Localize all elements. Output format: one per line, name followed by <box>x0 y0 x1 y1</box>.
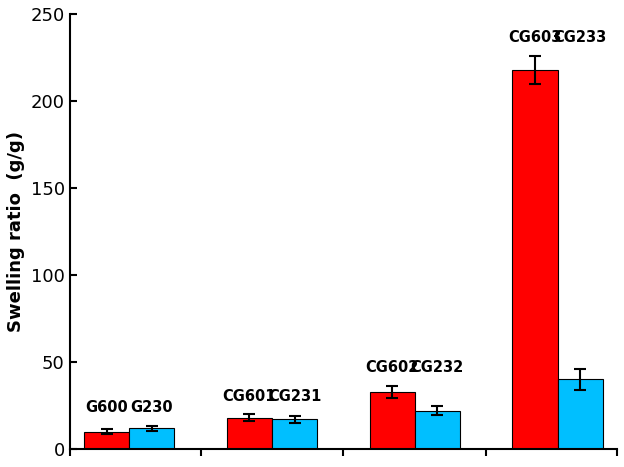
Bar <box>84 432 129 449</box>
Bar <box>415 411 460 449</box>
Bar <box>558 380 603 449</box>
Bar <box>129 428 174 449</box>
Text: CG601: CG601 <box>223 389 276 404</box>
Bar <box>512 70 558 449</box>
Bar <box>369 392 415 449</box>
Text: G230: G230 <box>130 400 173 415</box>
Text: CG233: CG233 <box>553 30 607 45</box>
Bar <box>272 419 317 449</box>
Text: CG231: CG231 <box>268 389 321 404</box>
Text: CG232: CG232 <box>411 360 464 375</box>
Bar <box>227 417 272 449</box>
Text: CG602: CG602 <box>366 360 419 375</box>
Text: CG603: CG603 <box>509 30 562 45</box>
Text: G600: G600 <box>85 400 128 415</box>
Y-axis label: Swelling ratio  (g/g): Swelling ratio (g/g) <box>7 131 25 332</box>
